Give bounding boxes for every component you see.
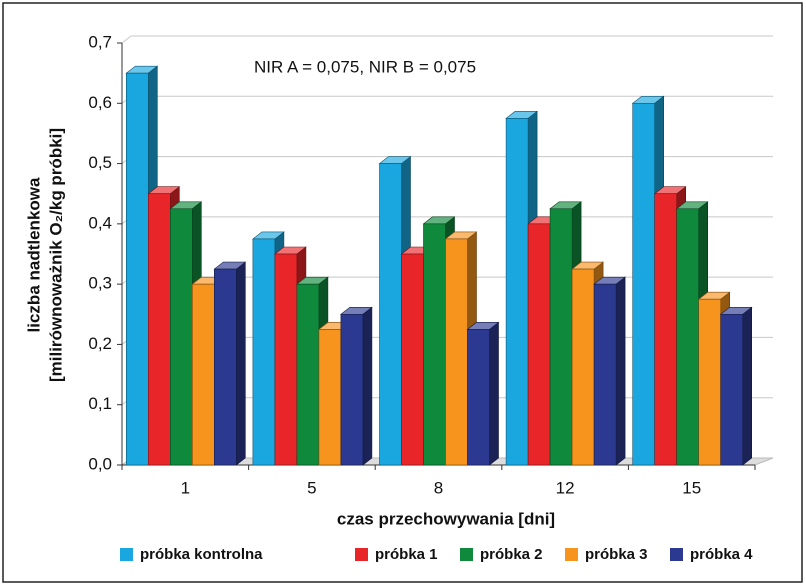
bar bbox=[445, 238, 468, 466]
legend-swatch bbox=[670, 548, 683, 561]
grid-line bbox=[121, 35, 773, 44]
x-tick-label: 12 bbox=[556, 478, 575, 497]
bar bbox=[720, 313, 744, 466]
bar-side bbox=[742, 306, 753, 466]
bar bbox=[170, 208, 193, 466]
bar bbox=[214, 268, 237, 466]
y-axis-title: liczba nadtlenkowa [milirównoważnik O₂/k… bbox=[24, 128, 65, 382]
legend-swatch bbox=[355, 548, 368, 561]
bar bbox=[192, 283, 215, 466]
bar bbox=[698, 298, 722, 466]
x-tick-label: 5 bbox=[307, 478, 316, 497]
bar bbox=[505, 118, 529, 466]
bar bbox=[571, 268, 595, 466]
bar-side bbox=[362, 306, 373, 466]
bar bbox=[252, 238, 276, 466]
bar bbox=[274, 253, 298, 466]
annotation: NIR A = 0,075, NIR B = 0,075 bbox=[254, 57, 476, 76]
legend-label: próbka 2 bbox=[480, 546, 543, 563]
legend-label: próbka 1 bbox=[375, 546, 438, 563]
bar bbox=[296, 283, 320, 466]
y-tick-label: 0,0 bbox=[88, 454, 112, 473]
legend-swatch bbox=[460, 548, 473, 561]
bar bbox=[423, 223, 446, 466]
bar-side bbox=[489, 321, 499, 466]
y-tick-label: 0,6 bbox=[88, 93, 112, 112]
bar bbox=[148, 193, 171, 466]
bar-side bbox=[615, 276, 626, 466]
legend-label: próbka 4 bbox=[690, 546, 753, 563]
bar bbox=[379, 163, 402, 466]
x-axis-title: czas przechowywania [dni] bbox=[337, 509, 555, 528]
bar bbox=[632, 102, 656, 466]
legend-swatch bbox=[565, 548, 578, 561]
bar bbox=[318, 329, 342, 466]
y-axis-title-line: liczba nadtlenkowa bbox=[24, 177, 43, 332]
legend-label: próbka kontrolna bbox=[140, 546, 263, 563]
y-tick-label: 0,4 bbox=[88, 213, 112, 232]
bar bbox=[527, 223, 551, 466]
bar bbox=[467, 329, 490, 466]
x-tick-label: 8 bbox=[434, 478, 443, 497]
bar bbox=[654, 193, 678, 466]
bar bbox=[401, 253, 424, 466]
y-tick-label: 0,1 bbox=[88, 394, 112, 413]
legend-swatch bbox=[120, 548, 133, 561]
bar bbox=[549, 208, 573, 466]
bar-side bbox=[236, 261, 246, 466]
x-tick-label: 15 bbox=[682, 478, 701, 497]
bar bbox=[126, 72, 149, 466]
y-axis-title-line: [milirównoważnik O₂/kg próbki] bbox=[46, 128, 65, 382]
bar bbox=[340, 313, 364, 466]
y-tick-label: 0,2 bbox=[88, 334, 112, 353]
legend-label: próbka 3 bbox=[585, 546, 648, 563]
y-tick-label: 0,7 bbox=[88, 32, 112, 51]
bar bbox=[593, 283, 617, 466]
y-tick-label: 0,5 bbox=[88, 153, 112, 172]
x-tick-label: 1 bbox=[181, 478, 190, 497]
y-tick-label: 0,3 bbox=[88, 274, 112, 293]
bar bbox=[676, 208, 700, 466]
